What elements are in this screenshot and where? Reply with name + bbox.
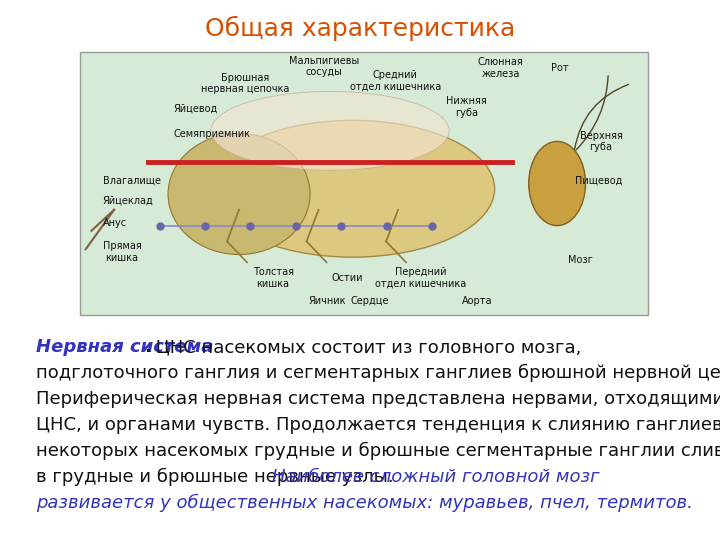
Text: Сердце: Сердце	[351, 295, 389, 306]
Text: Остии: Остии	[331, 273, 363, 283]
Text: Нижняя
губа: Нижняя губа	[446, 97, 487, 118]
Text: Слюнная
железа: Слюнная железа	[477, 57, 523, 79]
Ellipse shape	[168, 133, 310, 254]
Text: Наиболее сложный головной мозг: Наиболее сложный головной мозг	[272, 468, 600, 486]
Text: Общая характеристика: Общая характеристика	[205, 16, 515, 40]
Text: Передний
отдел кишечника: Передний отдел кишечника	[375, 267, 467, 289]
Text: подглоточного ганглия и сегментарных ганглиев брюшной нервной цепочки.: подглоточного ганглия и сегментарных ган…	[36, 364, 720, 382]
Text: ЦНС, и органами чувств. Продолжается тенденция к слиянию ганглиев, у: ЦНС, и органами чувств. Продолжается тен…	[36, 416, 720, 434]
Ellipse shape	[528, 141, 585, 226]
Text: Прямая
кишка: Прямая кишка	[103, 241, 141, 262]
Text: развивается у общественных насекомых: муравьев, пчел, термитов.: развивается у общественных насекомых: му…	[36, 494, 693, 512]
Text: .: .	[144, 338, 151, 356]
Text: Аорта: Аорта	[462, 295, 493, 306]
Text: Периферическая нервная система представлена нервами, отходящими от: Периферическая нервная система представл…	[36, 390, 720, 408]
FancyBboxPatch shape	[80, 52, 648, 315]
Text: Яйцеклад: Яйцеклад	[103, 195, 153, 206]
Text: Яичник: Яичник	[308, 295, 346, 306]
Ellipse shape	[211, 120, 495, 257]
Text: Толстая
кишка: Толстая кишка	[253, 267, 294, 289]
Text: Рот: Рот	[551, 63, 569, 73]
Text: некоторых насекомых грудные и брюшные сегментарные ганглии сливаются: некоторых насекомых грудные и брюшные се…	[36, 442, 720, 460]
Text: Анус: Анус	[103, 218, 127, 228]
Text: Верхняя
губа: Верхняя губа	[580, 131, 622, 152]
Text: Яйцевод: Яйцевод	[174, 104, 218, 113]
Text: Влагалище: Влагалище	[103, 176, 161, 186]
Text: Мальпигиевы
сосуды: Мальпигиевы сосуды	[289, 56, 359, 77]
Text: в грудные и брюшные нервные узлы.: в грудные и брюшные нервные узлы.	[36, 468, 400, 486]
Text: Мозг: Мозг	[569, 255, 593, 265]
Text: Средний
отдел кишечника: Средний отдел кишечника	[350, 70, 441, 92]
Text: ЦНС насекомых состоит из головного мозга,: ЦНС насекомых состоит из головного мозга…	[150, 338, 581, 356]
Text: Нервная система: Нервная система	[36, 338, 213, 356]
Ellipse shape	[211, 91, 449, 170]
Text: Пищевод: Пищевод	[575, 176, 622, 186]
Text: Брюшная
нервная цепочка: Брюшная нервная цепочка	[201, 73, 289, 94]
Text: Семяприемник: Семяприемник	[174, 129, 251, 139]
